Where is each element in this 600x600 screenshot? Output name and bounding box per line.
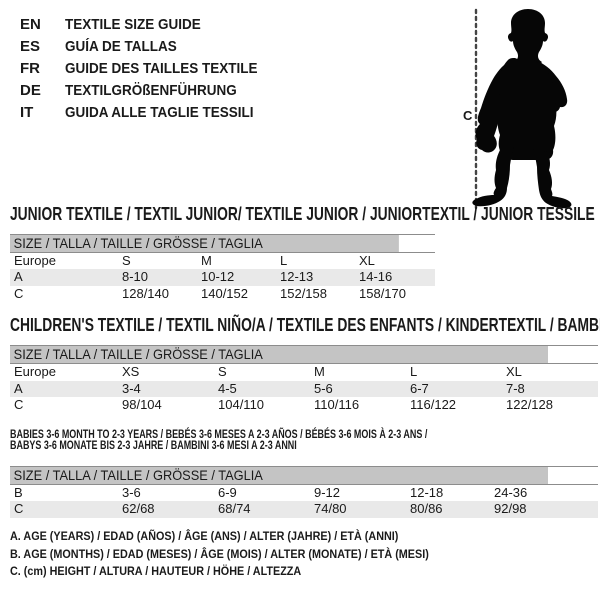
svg-text:C: C <box>463 108 473 123</box>
